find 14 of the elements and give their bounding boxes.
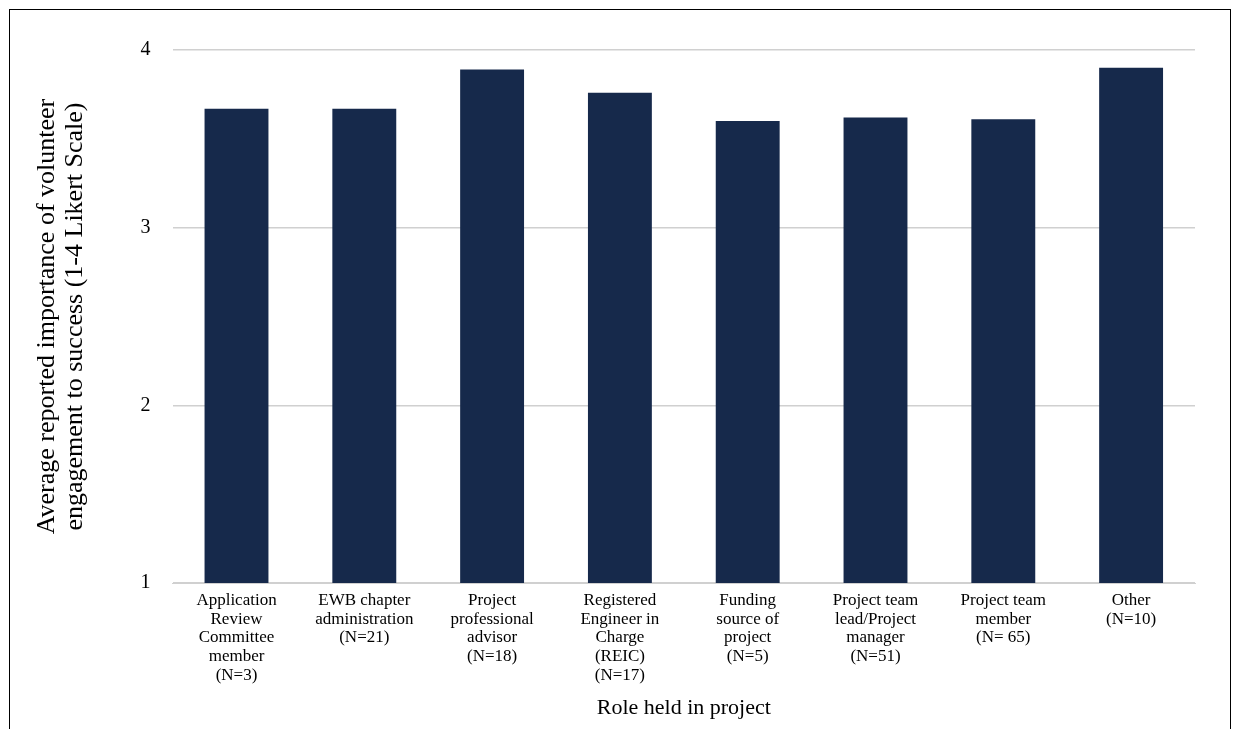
x-tick-label: EWB chapter administration (N=21): [315, 589, 414, 647]
x-tick-label: Other (N=10): [1106, 589, 1157, 628]
x-tick-label: Registered Engineer in Charge (REIC) (N=17): [580, 589, 660, 684]
x-tick-label: Funding source of project (N=5): [716, 589, 780, 666]
x-tick-label: Project team lead/Project manager (N=51): [832, 589, 919, 666]
y-tick-label: 4: [140, 37, 151, 60]
y-tick-label: 3: [140, 214, 151, 237]
x-tick-label: Project professional advisor (N=18): [450, 589, 534, 666]
x-axis-title: Role held in project: [596, 693, 771, 719]
x-tick-label: Project team member (N= 65): [960, 589, 1047, 647]
y-axis-title: Average reported importance of volunteer engagement to success (1-4 Likert Scale): [31, 98, 88, 535]
y-tick-label: 1: [140, 570, 151, 593]
x-tick-label: Application Review Committee member (N=3): [196, 589, 278, 684]
y-tick-label: 2: [140, 392, 151, 415]
